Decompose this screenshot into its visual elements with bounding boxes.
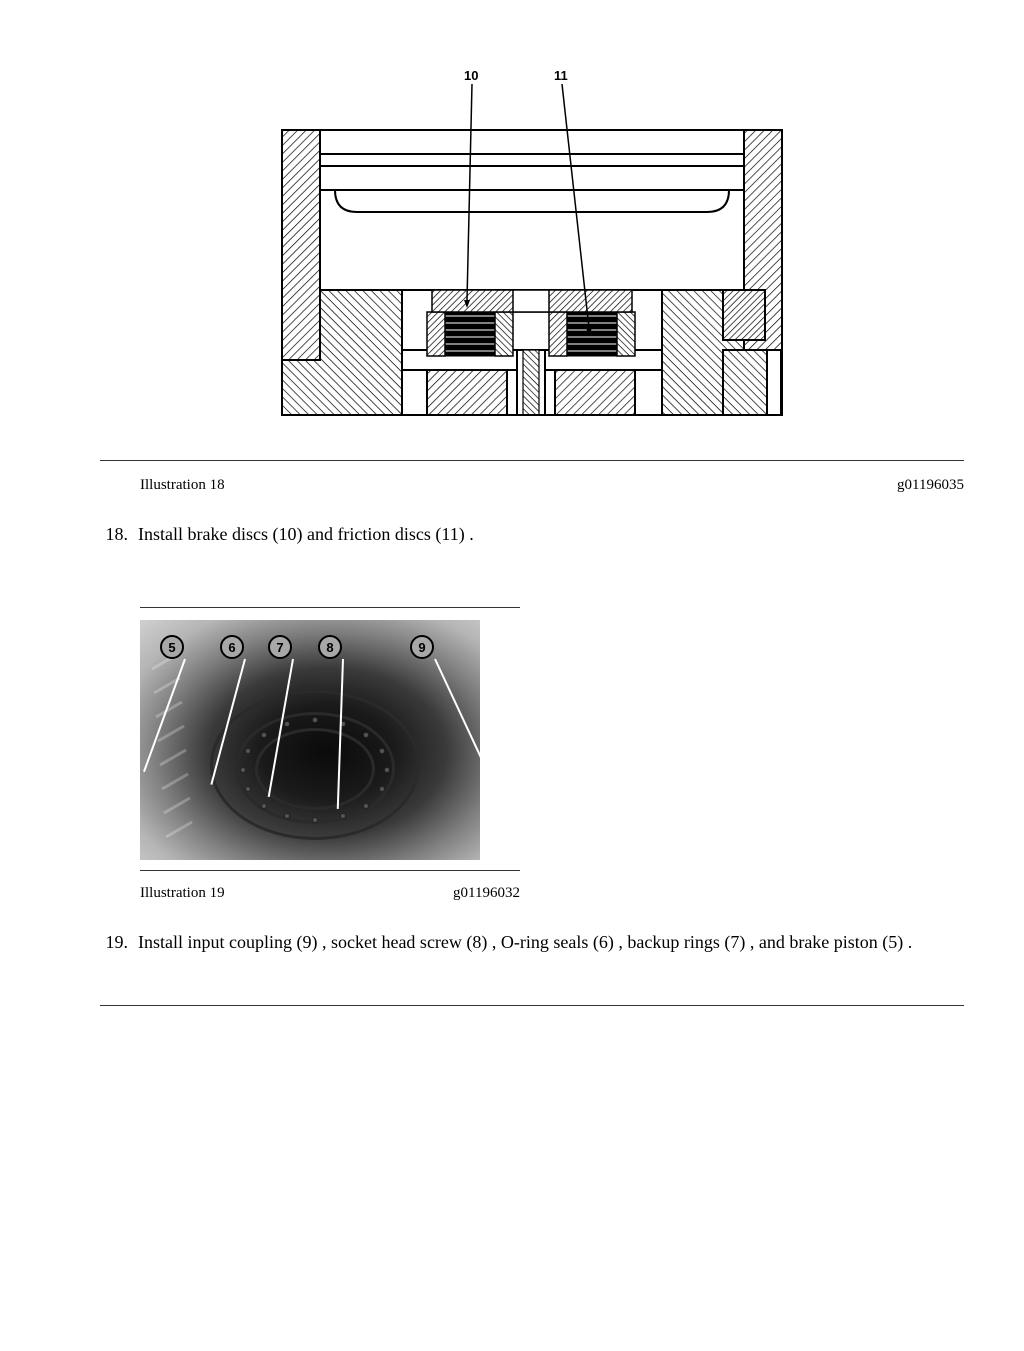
svg-text:10: 10 [464, 68, 478, 83]
figure-19-bolt [379, 748, 385, 754]
step-list-19: 19. Install input coupling (9) , socket … [100, 930, 964, 955]
step-18-text: Install brake discs (10) and friction di… [138, 522, 964, 547]
figure-19-caption-right: g01196032 [453, 885, 520, 902]
figure-19-bolt [340, 813, 346, 819]
figure-19-caption: Illustration 19 g01196032 [140, 885, 520, 902]
step-18: 18. Install brake discs (10) and frictio… [100, 522, 964, 547]
figure-18-rule [100, 460, 964, 461]
figure-19-texture [161, 773, 188, 791]
figure-19-texture [157, 725, 184, 743]
step-19-number: 19. [100, 930, 138, 955]
figure-18-caption-right: g01196035 [897, 477, 964, 494]
figure-19-bottom-rule [140, 870, 520, 871]
figure-19-top-rule [140, 607, 520, 608]
bottom-rule [100, 1005, 964, 1006]
step-list-18: 18. Install brake discs (10) and frictio… [100, 522, 964, 547]
figure-19-callout-5: 5 [160, 635, 184, 659]
figure-19-callout-6: 6 [220, 635, 244, 659]
figure-18-illustration: 10 11 [100, 50, 964, 420]
figure-19-bolt [363, 803, 369, 809]
step-18-number: 18. [100, 522, 138, 547]
figure-19-callout-8: 8 [318, 635, 342, 659]
figure-18-caption-left: Illustration 18 [140, 477, 225, 494]
figure-19-bolt [261, 803, 267, 809]
figure-19-bolt [261, 732, 267, 738]
figure-19-callout-7: 7 [268, 635, 292, 659]
figure-19-texture [163, 797, 190, 815]
figure-19-texture [159, 749, 186, 767]
figure-19-block: 5 67 8 9 Illustration 19 g01196032 [140, 607, 520, 902]
figure-19-leader-line [434, 659, 480, 760]
figure-18-block: 10 11 Illustration 18 g01196035 [100, 50, 964, 494]
svg-text:11: 11 [554, 68, 568, 83]
figure-19-callout-9: 9 [410, 635, 434, 659]
figure-19-bolt [379, 786, 385, 792]
figure-19-texture [165, 821, 192, 839]
figure-19-caption-left: Illustration 19 [140, 885, 225, 902]
step-19: 19. Install input coupling (9) , socket … [100, 930, 964, 955]
step-19-text: Install input coupling (9) , socket head… [138, 930, 964, 955]
figure-19-photo: 5 67 8 9 [140, 620, 480, 860]
figure-19-bolt [363, 732, 369, 738]
figure-18-diagram: 10 11 [267, 50, 797, 420]
figure-18-caption: Illustration 18 g01196035 [140, 477, 964, 494]
